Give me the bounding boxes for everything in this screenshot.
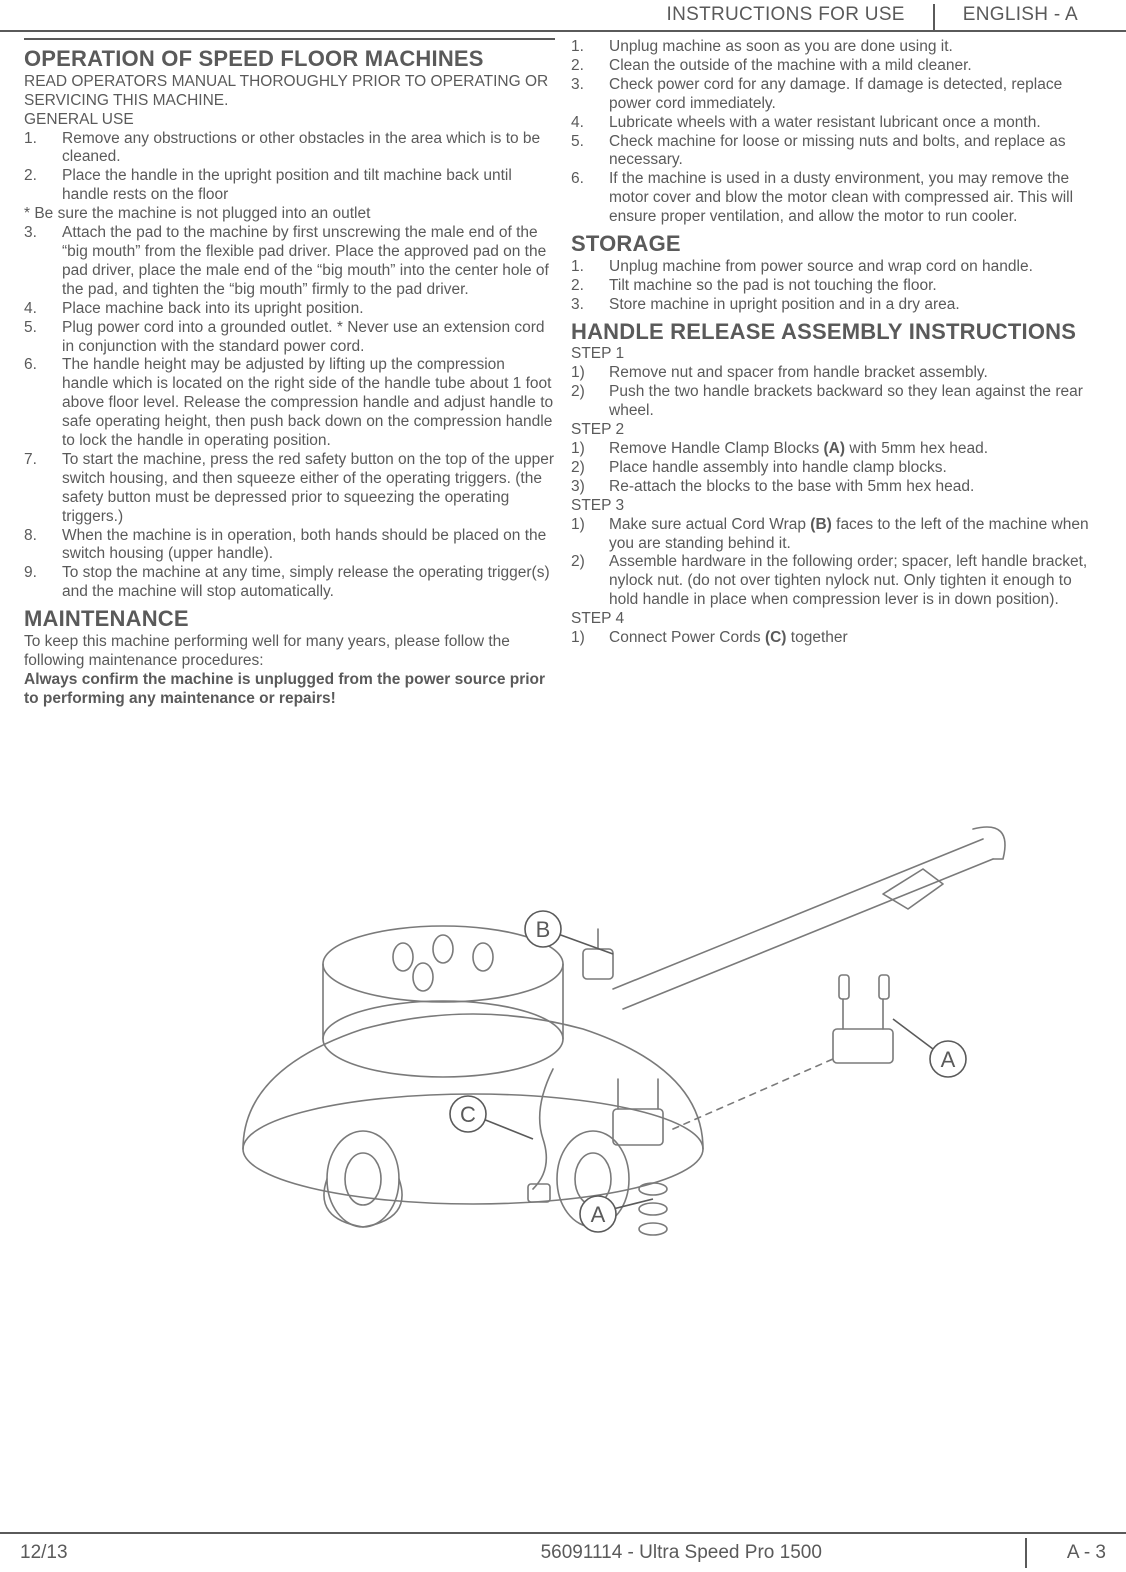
list-item: 2.Tilt machine so the pad is not touchin…	[571, 277, 1102, 296]
footer-divider	[1025, 1538, 1027, 1568]
step3-list: 1)Make sure actual Cord Wrap (B) faces t…	[571, 516, 1102, 611]
operation-list-a: 1.Remove any obstructions or other obsta…	[24, 130, 555, 206]
diagram-label-c: C	[460, 1102, 476, 1127]
list-item: 9.To stop the machine at any time, simpl…	[24, 564, 555, 602]
heading-operation: OPERATION OF SPEED FLOOR MACHINES	[24, 46, 555, 73]
footer-page: A - 3	[1067, 1542, 1106, 1564]
step4-list: 1)Connect Power Cords (C) together	[571, 629, 1102, 648]
diagram-label-b: B	[536, 917, 551, 942]
right-column: 1.Unplug machine as soon as you are done…	[563, 38, 1110, 709]
list-item: 1.Unplug machine as soon as you are done…	[571, 38, 1102, 57]
general-use-label: GENERAL USE	[24, 111, 555, 130]
list-item: 2)Place handle assembly into handle clam…	[571, 459, 1102, 478]
note-star: * Be sure the machine is not plugged int…	[24, 205, 555, 224]
list-item: 2.Clean the outside of the machine with …	[571, 57, 1102, 76]
maintenance-warning: Always confirm the machine is unplugged …	[24, 671, 555, 709]
operation-intro: READ OPERATORS MANUAL THOROUGHLY PRIOR T…	[24, 73, 555, 111]
list-item: 4.Place machine back into its upright po…	[24, 300, 555, 319]
list-item: 2)Push the two handle brackets backward …	[571, 383, 1102, 421]
diagram-label-a-lower: A	[591, 1202, 606, 1227]
list-item: 7.To start the machine, press the red sa…	[24, 451, 555, 527]
heading-maintenance: MAINTENANCE	[24, 606, 555, 633]
list-item: 1.Remove any obstructions or other obsta…	[24, 130, 555, 168]
step3-label: STEP 3	[571, 497, 1102, 516]
list-item: 1.Unplug machine from power source and w…	[571, 258, 1102, 277]
step2-list: 1)Remove Handle Clamp Blocks (A) with 5m…	[571, 440, 1102, 497]
list-item: 3)Re-attach the blocks to the base with …	[571, 478, 1102, 497]
list-item: 1)Connect Power Cords (C) together	[571, 629, 1102, 648]
step1-label: STEP 1	[571, 345, 1102, 364]
footer-bar: 12/13 56091114 - Ultra Speed Pro 1500 A …	[0, 1532, 1126, 1572]
list-item: 3.Attach the pad to the machine by first…	[24, 224, 555, 300]
left-column: OPERATION OF SPEED FLOOR MACHINES READ O…	[16, 38, 563, 709]
footer-model: 56091114 - Ultra Speed Pro 1500	[68, 1542, 1015, 1564]
maintenance-list: 1.Unplug machine as soon as you are done…	[571, 38, 1102, 227]
heading-handle-release: HANDLE RELEASE ASSEMBLY INSTRUCTIONS	[571, 319, 1102, 346]
header-bar: INSTRUCTIONS FOR USE ENGLISH - A	[0, 0, 1126, 32]
step1-list: 1)Remove nut and spacer from handle brac…	[571, 364, 1102, 421]
list-item: 1)Make sure actual Cord Wrap (B) faces t…	[571, 516, 1102, 554]
list-item: 3.Check power cord for any damage. If da…	[571, 76, 1102, 114]
list-item: 3.Store machine in upright position and …	[571, 296, 1102, 315]
maintenance-intro: To keep this machine performing well for…	[24, 633, 555, 671]
list-item: 6.The handle height may be adjusted by l…	[24, 356, 555, 451]
heading-storage: STORAGE	[571, 231, 1102, 258]
storage-list: 1.Unplug machine from power source and w…	[571, 258, 1102, 315]
header-title-left: INSTRUCTIONS FOR USE	[639, 0, 933, 30]
list-item: 1)Remove Handle Clamp Blocks (A) with 5m…	[571, 440, 1102, 459]
footer-date: 12/13	[20, 1542, 68, 1564]
diagram-label-a-right: A	[941, 1047, 956, 1072]
step2-label: STEP 2	[571, 421, 1102, 440]
list-item: 2.Place the handle in the upright positi…	[24, 167, 555, 205]
list-item: 8.When the machine is in operation, both…	[24, 527, 555, 565]
operation-list-b: 3.Attach the pad to the machine by first…	[24, 224, 555, 602]
assembly-diagram: B C A A	[0, 709, 1126, 1259]
list-item: 2)Assemble hardware in the following ord…	[571, 553, 1102, 610]
list-item: 5.Check machine for loose or missing nut…	[571, 133, 1102, 171]
list-item: 6.If the machine is used in a dusty envi…	[571, 170, 1102, 227]
page: INSTRUCTIONS FOR USE ENGLISH - A OPERATI…	[0, 0, 1126, 1572]
machine-illustration: B C A A	[113, 719, 1013, 1259]
list-item: 5.Plug power cord into a grounded outlet…	[24, 319, 555, 357]
content-columns: OPERATION OF SPEED FLOOR MACHINES READ O…	[0, 32, 1126, 709]
section-operation: OPERATION OF SPEED FLOOR MACHINES READ O…	[24, 38, 555, 602]
list-item: 1)Remove nut and spacer from handle brac…	[571, 364, 1102, 383]
header-title-right: ENGLISH - A	[935, 0, 1106, 30]
list-item: 4.Lubricate wheels with a water resistan…	[571, 114, 1102, 133]
step4-label: STEP 4	[571, 610, 1102, 629]
